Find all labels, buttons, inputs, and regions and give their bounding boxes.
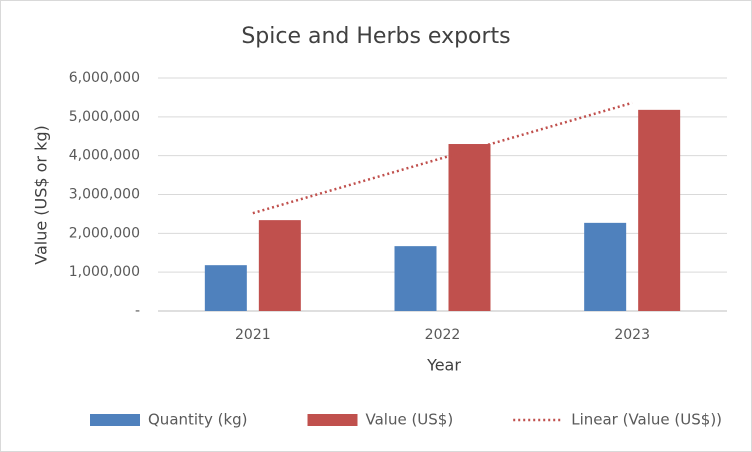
- bar: [258, 220, 301, 311]
- y-tick-label: 4,000,000: [69, 148, 140, 164]
- legend-swatch: [307, 414, 358, 426]
- legend-swatch: [90, 414, 140, 426]
- bar: [638, 109, 681, 312]
- x-tick-label: 2023: [614, 327, 650, 343]
- y-tick-label: 5,000,000: [69, 109, 140, 125]
- y-tick-label: -: [135, 303, 140, 319]
- chart-title: Spice and Herbs exports: [241, 24, 510, 49]
- legend-label: Value (US$): [366, 411, 454, 429]
- y-tick-label: 1,000,000: [69, 264, 140, 280]
- y-axis-title: Value (US$ or kg): [32, 125, 51, 265]
- y-tick-label: 6,000,000: [69, 70, 140, 86]
- bar: [448, 144, 491, 311]
- bar: [394, 246, 437, 311]
- legend-label: Linear (Value (US$)): [571, 411, 722, 429]
- bar: [584, 222, 627, 311]
- trendline: [252, 101, 633, 215]
- bar: [204, 265, 247, 311]
- legend-label: Quantity (kg): [148, 411, 248, 429]
- x-tick-label: 2021: [235, 327, 271, 343]
- x-tick-label: 2022: [425, 327, 461, 343]
- y-tick-label: 2,000,000: [69, 225, 140, 241]
- x-axis-title: Year: [426, 356, 461, 375]
- y-tick-label: 3,000,000: [69, 187, 140, 203]
